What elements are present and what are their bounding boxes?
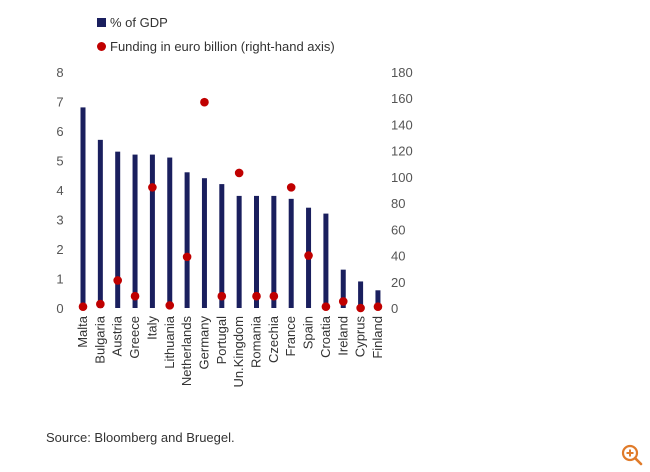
category-label: Austria [110, 315, 125, 356]
bar-gdp [323, 213, 329, 308]
right-axis-tick: 80 [391, 196, 405, 211]
right-axis: 0 20 40 60 80 100 120 140 160 180 [391, 65, 413, 316]
right-axis-tick: 60 [391, 222, 405, 237]
left-axis-tick: 8 [56, 65, 63, 80]
dot-funding [113, 276, 122, 285]
bar-gdp [149, 154, 155, 308]
left-axis-tick: 0 [56, 301, 63, 316]
right-axis-tick: 140 [391, 117, 413, 132]
dot-funding [252, 291, 261, 301]
bar-gdp [271, 195, 277, 308]
right-axis-tick: 40 [391, 249, 405, 264]
category-label: Un.Kingdom [231, 316, 246, 388]
legend-label-gdp: % of GDP [110, 15, 168, 30]
source-note: Source: Bloomberg and Bruegel. [46, 430, 235, 445]
bars [80, 107, 381, 309]
bar-gdp [254, 195, 259, 308]
category-label: Croatia [318, 315, 333, 358]
dot-funding [356, 303, 365, 313]
right-axis-tick: 160 [391, 91, 413, 106]
left-axis: 0 1 2 3 4 5 6 7 8 [56, 65, 63, 316]
category-label: Cyprus [353, 316, 368, 358]
dot-funding [96, 299, 105, 309]
left-axis-tick: 4 [56, 183, 63, 198]
dot-funding [304, 251, 313, 260]
legend-label-funding: Funding in euro billion (right-hand axis… [110, 39, 335, 54]
bar-gdp [132, 154, 138, 308]
legend: % of GDP Funding in euro billion (right-… [97, 15, 335, 54]
category-label: Spain [301, 316, 316, 349]
dot-funding [165, 301, 175, 310]
bar-gdp [219, 184, 225, 308]
bar-gdp [201, 178, 207, 308]
category-label: Lithuania [162, 315, 177, 369]
dot-funding [78, 302, 88, 311]
dot-funding [321, 302, 331, 311]
dot-funding [148, 183, 157, 192]
right-axis-tick: 100 [391, 170, 413, 185]
bar-gdp [80, 107, 86, 309]
category-label: Netherlands [179, 316, 194, 387]
dot-funding [373, 302, 383, 311]
category-label: Finland [370, 316, 385, 359]
category-label: Germany [196, 316, 211, 370]
dot-funding [200, 97, 209, 107]
right-axis-tick: 180 [391, 65, 413, 80]
dot-funding [182, 252, 192, 262]
category-label: Italy [144, 316, 159, 340]
dots [78, 97, 383, 313]
bar-gdp [184, 172, 190, 308]
category-label: Greece [127, 316, 142, 359]
dot-funding [338, 297, 348, 306]
bar-gdp [288, 198, 294, 308]
category-labels: Malta Bulgaria Austria Greece Italy Lithuania… [75, 315, 385, 387]
category-label: Portugal [214, 316, 229, 365]
category-label: France [283, 316, 298, 356]
bar-gdp [115, 151, 121, 308]
category-label: Czechia [266, 315, 281, 363]
bar-gdp [97, 139, 103, 308]
left-axis-tick: 7 [56, 95, 63, 110]
left-axis-tick: 5 [56, 154, 63, 169]
bar-gdp [236, 195, 242, 308]
bar-gdp [167, 157, 173, 308]
category-label: Romania [249, 315, 264, 368]
legend-swatch-funding [97, 42, 106, 51]
legend-swatch-gdp [97, 18, 106, 27]
left-axis-tick: 2 [56, 242, 63, 257]
right-axis-tick: 0 [391, 301, 398, 316]
bar-gdp [375, 290, 381, 308]
dot-funding [130, 291, 140, 301]
left-axis-tick: 6 [56, 124, 63, 139]
bar-gdp [340, 269, 346, 308]
category-label: Ireland [335, 316, 350, 356]
category-label: Bulgaria [92, 315, 107, 363]
dot-funding [217, 291, 227, 301]
left-axis-tick: 1 [56, 272, 63, 287]
category-label: Malta [75, 315, 90, 348]
dot-funding [234, 168, 244, 178]
left-axis-tick: 3 [56, 213, 63, 228]
right-axis-tick: 20 [391, 275, 405, 290]
right-axis-tick: 120 [391, 144, 413, 159]
bar-gdp [358, 281, 364, 308]
dot-funding [269, 291, 279, 301]
zoom-in-icon[interactable] [620, 443, 644, 467]
dot-funding [286, 183, 296, 192]
